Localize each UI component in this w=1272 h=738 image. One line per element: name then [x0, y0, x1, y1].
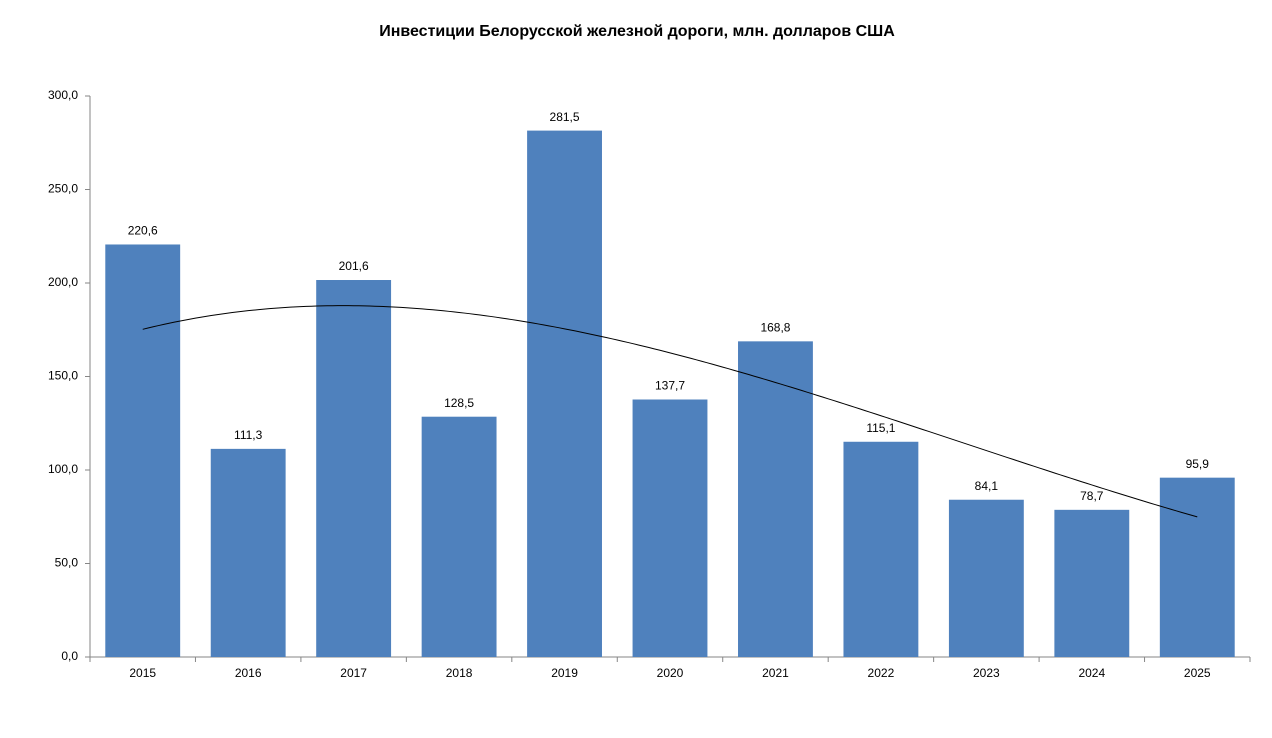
x-tick-label: 2024: [1078, 666, 1105, 680]
y-tick-label: 0,0: [61, 649, 78, 663]
y-tick-label: 100,0: [48, 462, 78, 476]
value-label: 281,5: [550, 110, 580, 124]
value-label: 128,5: [444, 396, 474, 410]
bar: [1054, 509, 1130, 657]
value-label: 201,6: [339, 259, 369, 273]
bar: [316, 280, 392, 657]
x-tick-label: 2022: [868, 666, 895, 680]
value-label: 220,6: [128, 224, 158, 238]
value-label: 78,7: [1080, 489, 1104, 503]
bar: [210, 448, 286, 657]
bar: [843, 441, 919, 657]
value-label: 115,1: [866, 421, 895, 435]
value-label: 111,3: [234, 428, 263, 442]
y-tick-label: 300,0: [48, 88, 78, 102]
x-tick-label: 2023: [973, 666, 1000, 680]
x-tick-label: 2018: [446, 666, 473, 680]
x-tick-label: 2015: [129, 666, 156, 680]
y-tick-label: 250,0: [48, 182, 78, 196]
bar: [948, 499, 1024, 657]
bar: [421, 416, 497, 657]
bar: [632, 399, 708, 657]
bar: [105, 244, 181, 657]
y-tick-label: 200,0: [48, 275, 78, 289]
value-label: 84,1: [975, 479, 999, 493]
bar: [527, 130, 602, 658]
bar: [738, 341, 813, 657]
x-tick-label: 2021: [762, 666, 789, 680]
value-label: 168,8: [760, 321, 790, 335]
y-tick-label: 150,0: [48, 369, 78, 383]
x-tick-label: 2020: [657, 666, 684, 680]
y-tick-label: 50,0: [55, 556, 79, 570]
x-tick-label: 2025: [1184, 666, 1211, 680]
bar: [1159, 477, 1235, 657]
x-tick-label: 2019: [551, 666, 578, 680]
x-tick-label: 2017: [340, 666, 367, 680]
value-label: 137,7: [655, 379, 685, 393]
value-label: 95,9: [1186, 457, 1210, 471]
x-tick-label: 2016: [235, 666, 262, 680]
chart-title: Инвестиции Белорусской железной дороги, …: [379, 23, 895, 40]
trend-line: [142, 305, 1198, 518]
